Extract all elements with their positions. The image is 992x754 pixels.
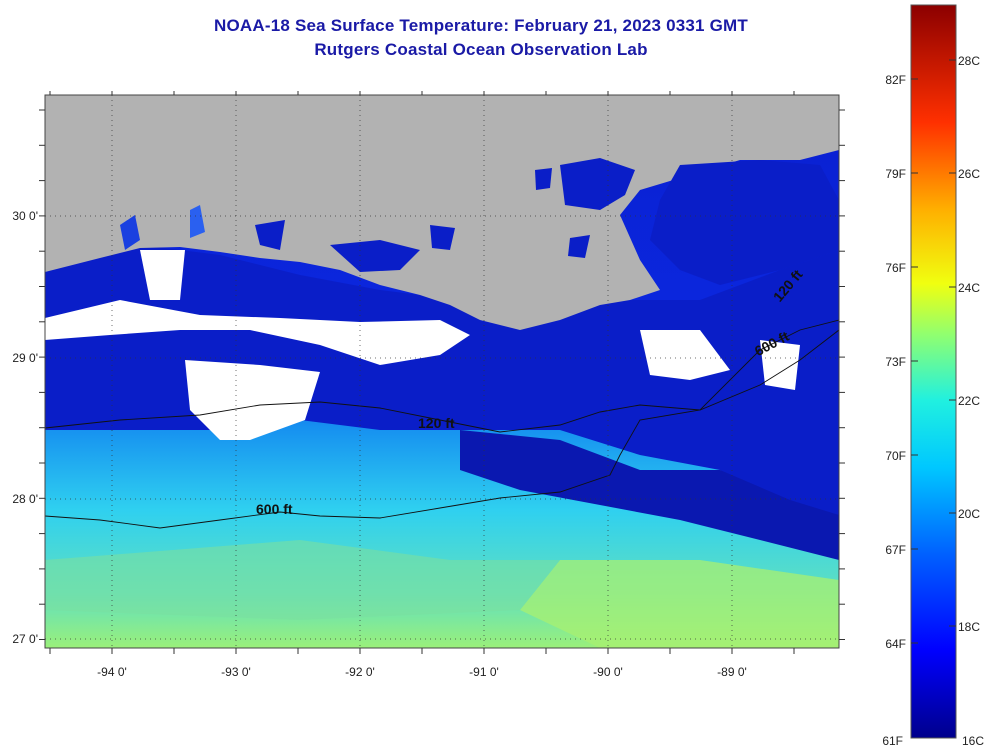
cloud-patch [45,300,470,365]
inland-water [650,160,839,285]
colorbar-scale [910,4,957,739]
fahrenheit-label: 82F [885,73,906,87]
shelf-cold-water [45,245,839,520]
lat-tick-label: 29 0' [12,351,38,365]
lat-tick-label: 27 0' [12,632,38,646]
lon-tick-label: -90 0' [593,665,623,679]
inland-water [120,215,140,250]
inland-water [190,205,205,238]
celsius-label: 22C [958,394,980,408]
contour-120ft [45,329,839,433]
lon-tick-label: -92 0' [345,665,375,679]
fahrenheit-label: 79F [885,167,906,181]
warm-water-2 [45,540,560,620]
contour-label: 600 ft [256,501,293,517]
land-mass [45,95,839,330]
celsius-label: 24C [958,281,980,295]
cloud-patch [140,250,185,300]
lon-tick-label: -91 0' [469,665,499,679]
cloud-patch [185,360,320,440]
plot-frame [44,94,840,649]
celsius-label: 18C [958,620,980,634]
fahrenheit-label: 67F [885,543,906,557]
lat-tick-label: 28 0' [12,492,38,506]
cloud-patch [640,330,730,380]
warm-water [520,560,839,648]
axis-ticks [39,91,845,654]
chart-subtitle: Rutgers Coastal Ocean Observation Lab [314,40,648,59]
contour-600ft [45,319,839,529]
fahrenheit-label: 76F [885,261,906,275]
fahrenheit-label: 61F [882,734,903,748]
fahrenheit-label: 70F [885,449,906,463]
lat-tick-label: 30 0' [12,209,38,223]
celsius-label: 20C [958,507,980,521]
inland-water [568,235,590,258]
celsius-label: 28C [958,54,980,68]
inland-water [255,220,285,250]
chart-title: NOAA-18 Sea Surface Temperature: Februar… [214,16,748,35]
fahrenheit-label: 73F [885,355,906,369]
inland-water [535,168,552,190]
inland-water [430,225,455,250]
celsius-label: 26C [958,167,980,181]
lon-tick-label: -89 0' [717,665,747,679]
cloud-patch [760,340,800,390]
grid-lines [45,95,839,648]
colorbar-ticks [911,59,956,644]
fahrenheit-label: 64F [885,637,906,651]
deep-blue-patch [460,430,839,560]
inland-water [330,240,420,272]
contour-label: 120 ft [418,415,455,431]
lon-tick-label: -93 0' [221,665,251,679]
lon-tick-label: -94 0' [97,665,127,679]
inland-water [560,158,635,210]
celsius-label: 16C [962,734,984,748]
